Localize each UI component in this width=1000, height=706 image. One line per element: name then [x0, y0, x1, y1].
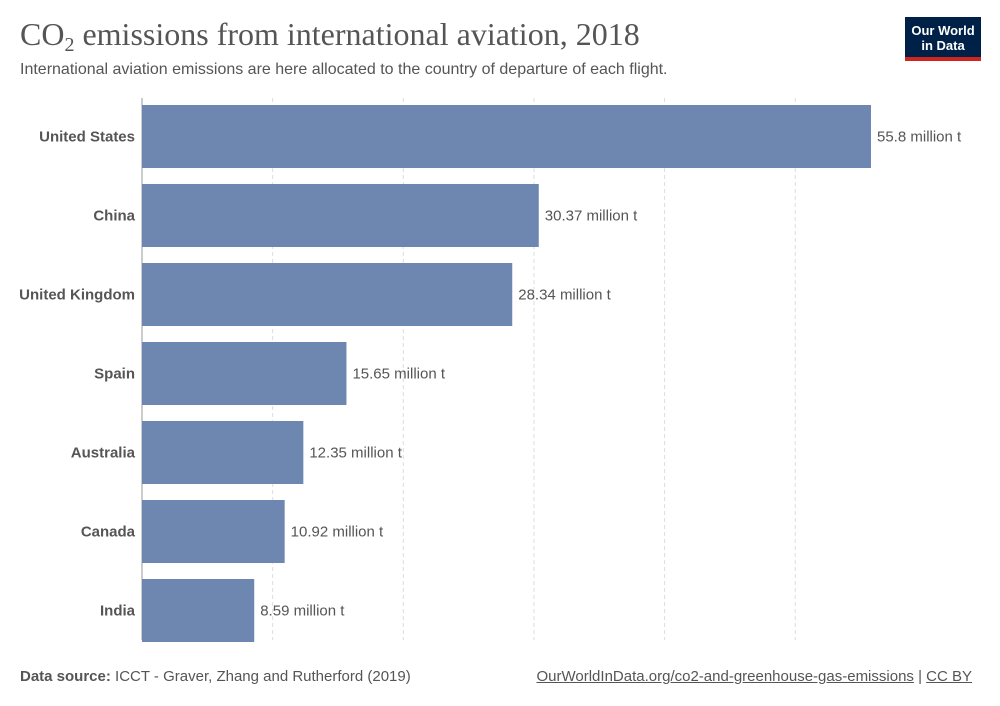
- category-label-united-states: United States: [39, 129, 135, 146]
- grid-lines: [272, 98, 796, 640]
- value-label-australia: 12.35 million t: [309, 445, 402, 462]
- bar-united-kingdom[interactable]: [142, 263, 513, 326]
- logo-line-1: Our World: [911, 23, 975, 38]
- source-url-link[interactable]: OurWorldInData.org/co2-and-greenhouse-ga…: [536, 668, 914, 685]
- value-label-united-kingdom: 28.34 million t: [518, 287, 611, 304]
- bar-australia[interactable]: [142, 421, 304, 484]
- bar-united-states[interactable]: [142, 105, 871, 168]
- data-source: Data source: ICCT - Graver, Zhang and Ru…: [20, 668, 411, 685]
- category-label-canada: Canada: [81, 524, 136, 541]
- category-label-united-kingdom: United Kingdom: [19, 287, 135, 304]
- bar-canada[interactable]: [142, 500, 285, 563]
- bar-india[interactable]: [142, 579, 255, 642]
- category-label-australia: Australia: [71, 445, 136, 462]
- value-label-spain: 15.65 million t: [352, 366, 445, 383]
- chart-title: CO2 emissions from international aviatio…: [20, 16, 640, 56]
- value-label-china: 30.37 million t: [545, 208, 638, 225]
- bar-spain[interactable]: [142, 342, 347, 405]
- chart-subtitle: International aviation emissions are her…: [20, 61, 668, 78]
- category-label-india: India: [100, 603, 136, 620]
- license-link[interactable]: CC BY: [926, 668, 972, 685]
- bars: United States 55.8 million t China 30.37 mi…: [19, 105, 962, 642]
- value-label-united-states: 55.8 million t: [877, 129, 962, 146]
- footer-links: OurWorldInData.org/co2-and-greenhouse-ga…: [536, 668, 973, 685]
- owid-logo[interactable]: Our World in Data: [905, 17, 981, 61]
- value-label-india: 8.59 million t: [260, 603, 345, 620]
- logo-line-2: in Data: [921, 38, 965, 53]
- value-label-canada: 10.92 million t: [291, 524, 384, 541]
- category-label-spain: Spain: [94, 366, 135, 383]
- category-label-china: China: [93, 208, 135, 225]
- bar-china[interactable]: [142, 184, 539, 247]
